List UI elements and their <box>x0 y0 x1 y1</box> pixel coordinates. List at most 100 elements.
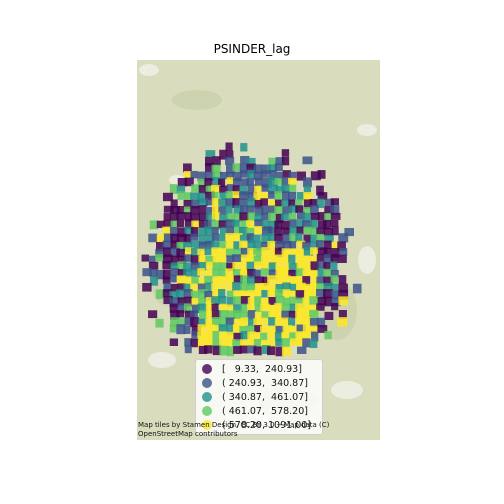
census-tract <box>184 177 194 187</box>
census-tract <box>261 317 269 325</box>
census-tract <box>288 296 297 306</box>
census-tract <box>303 177 312 188</box>
census-tract <box>225 317 235 326</box>
census-tract <box>155 318 164 328</box>
census-tract <box>198 227 208 236</box>
census-tract <box>260 268 271 276</box>
census-tract <box>253 269 261 278</box>
census-tract <box>232 171 242 182</box>
census-tract <box>274 303 284 312</box>
census-tract <box>288 199 296 207</box>
census-tract <box>261 205 269 215</box>
census-tract <box>247 331 256 342</box>
census-tract <box>155 289 164 300</box>
census-tract <box>205 234 215 245</box>
census-tract <box>274 163 283 172</box>
census-tract <box>219 310 228 319</box>
census-tract <box>240 156 250 165</box>
census-tract <box>170 283 179 293</box>
census-tract <box>226 297 236 307</box>
census-tract <box>317 261 326 269</box>
census-tract <box>282 254 293 263</box>
census-tract <box>225 233 235 243</box>
census-tract <box>233 275 243 283</box>
census-tract <box>317 317 326 328</box>
census-tract <box>309 283 320 291</box>
census-tract <box>267 255 278 265</box>
census-tract <box>281 268 290 276</box>
census-tract <box>219 213 229 222</box>
census-tract <box>281 310 290 320</box>
census-tract <box>162 261 172 270</box>
census-tract <box>275 241 285 251</box>
census-tract <box>163 282 172 293</box>
census-tract <box>281 317 292 326</box>
census-tract <box>296 338 304 347</box>
census-tract <box>309 198 318 207</box>
census-tract <box>330 248 341 258</box>
census-tract <box>281 220 291 230</box>
census-tract <box>302 156 313 165</box>
census-tract <box>268 262 277 272</box>
census-tract <box>212 290 220 299</box>
census-tract <box>316 283 325 291</box>
census-tract <box>309 296 320 305</box>
census-tract <box>316 303 325 311</box>
census-tract <box>141 254 150 262</box>
census-tract <box>176 324 186 335</box>
census-tract <box>288 171 297 180</box>
census-tract <box>211 296 221 306</box>
census-tract <box>226 262 236 272</box>
census-tract <box>184 338 192 347</box>
census-tract <box>296 191 305 201</box>
census-tract <box>218 198 227 207</box>
census-tract <box>212 276 222 284</box>
census-tract <box>268 311 278 320</box>
census-tract <box>282 282 291 292</box>
census-tract <box>191 325 201 336</box>
census-tract <box>240 296 250 306</box>
census-tract <box>170 199 178 209</box>
census-tract <box>302 283 313 294</box>
census-tract <box>268 170 276 180</box>
census-tract <box>274 254 284 263</box>
census-tract <box>197 171 207 182</box>
census-tract <box>288 262 299 273</box>
census-tract <box>302 268 311 279</box>
census-tract <box>211 220 221 230</box>
census-tract <box>261 289 270 298</box>
census-tract <box>212 331 220 340</box>
census-tract <box>225 205 233 214</box>
census-tract <box>170 240 180 250</box>
census-tract <box>239 191 249 200</box>
census-tract <box>246 178 254 186</box>
census-tract <box>253 171 263 181</box>
census-tract <box>261 220 270 231</box>
census-tract <box>183 283 192 292</box>
census-tract <box>268 177 278 187</box>
census-tract <box>190 262 200 271</box>
census-tract <box>190 317 199 328</box>
census-tract <box>275 296 285 305</box>
census-tract <box>246 220 254 230</box>
census-tract <box>233 205 244 215</box>
census-tract <box>253 318 262 328</box>
census-tract <box>170 206 180 214</box>
census-tract <box>288 317 296 327</box>
census-tract <box>281 213 290 221</box>
census-tract <box>281 303 291 312</box>
census-tract <box>261 345 271 354</box>
census-tract <box>225 268 234 277</box>
census-tract <box>310 234 318 243</box>
census-tract <box>232 185 240 196</box>
census-tract <box>169 338 179 346</box>
census-tract <box>177 283 186 291</box>
census-tract <box>295 205 304 213</box>
census-tract <box>289 205 298 213</box>
census-tract <box>177 255 187 264</box>
census-tract <box>253 164 263 174</box>
census-tract <box>225 156 235 165</box>
census-tract <box>177 191 186 200</box>
census-tract <box>204 247 213 256</box>
census-tract <box>260 255 270 265</box>
